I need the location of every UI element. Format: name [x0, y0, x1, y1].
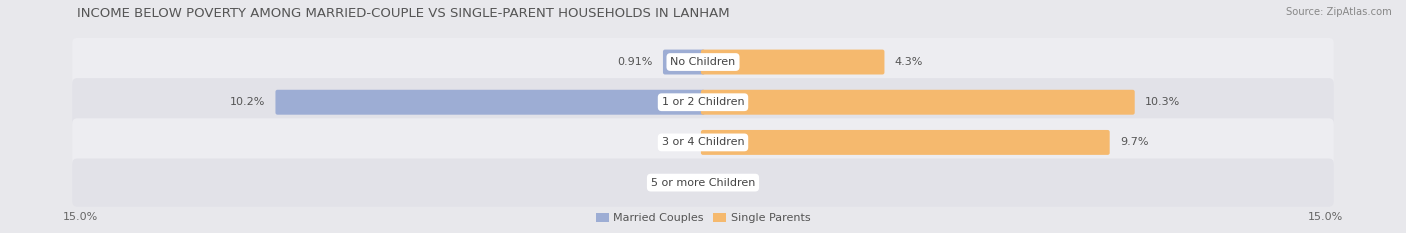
Text: 9.7%: 9.7% [1121, 137, 1149, 147]
Text: INCOME BELOW POVERTY AMONG MARRIED-COUPLE VS SINGLE-PARENT HOUSEHOLDS IN LANHAM: INCOME BELOW POVERTY AMONG MARRIED-COUPL… [77, 7, 730, 20]
FancyBboxPatch shape [276, 90, 704, 115]
Text: 3 or 4 Children: 3 or 4 Children [662, 137, 744, 147]
FancyBboxPatch shape [72, 38, 1334, 86]
FancyBboxPatch shape [72, 78, 1334, 126]
Text: 0.0%: 0.0% [662, 178, 690, 188]
Text: 10.3%: 10.3% [1144, 97, 1181, 107]
Text: 10.2%: 10.2% [229, 97, 266, 107]
Text: 0.0%: 0.0% [662, 137, 690, 147]
Text: 1 or 2 Children: 1 or 2 Children [662, 97, 744, 107]
FancyBboxPatch shape [702, 50, 884, 75]
FancyBboxPatch shape [702, 90, 1135, 115]
Text: 5 or more Children: 5 or more Children [651, 178, 755, 188]
Text: No Children: No Children [671, 57, 735, 67]
Text: 15.0%: 15.0% [1308, 212, 1343, 222]
Text: 0.91%: 0.91% [617, 57, 652, 67]
Text: 4.3%: 4.3% [894, 57, 924, 67]
FancyBboxPatch shape [702, 130, 1109, 155]
Text: 15.0%: 15.0% [63, 212, 98, 222]
Text: 0.0%: 0.0% [716, 178, 744, 188]
FancyBboxPatch shape [72, 158, 1334, 207]
FancyBboxPatch shape [664, 50, 704, 75]
FancyBboxPatch shape [72, 118, 1334, 167]
Legend: Married Couples, Single Parents: Married Couples, Single Parents [592, 208, 814, 227]
Text: Source: ZipAtlas.com: Source: ZipAtlas.com [1286, 7, 1392, 17]
